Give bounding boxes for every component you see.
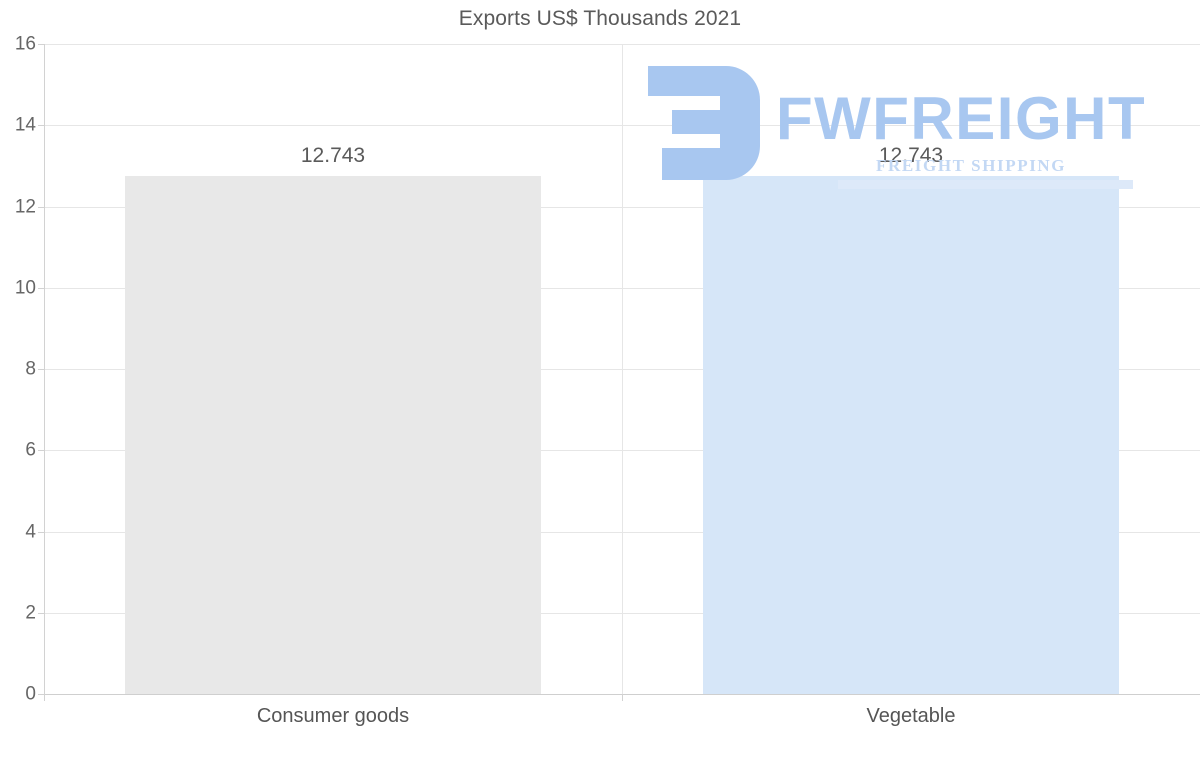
y-axis-tick-mark xyxy=(38,44,44,45)
x-axis-tick-mark xyxy=(622,694,623,701)
y-axis-tick-label: 12 xyxy=(14,196,36,217)
x-axis-tick-mark xyxy=(44,694,45,701)
y-axis-tick-mark xyxy=(38,206,44,208)
x-axis-category-label: Consumer goods xyxy=(256,705,410,727)
y-axis-tick-mark xyxy=(38,694,44,695)
y-axis-tick-mark xyxy=(38,450,44,452)
plot-area xyxy=(44,44,1200,695)
chart-title: Exports US$ Thousands 2021 xyxy=(458,7,742,30)
category-separator-gridline xyxy=(622,44,623,694)
y-axis-tick-label: 2 xyxy=(25,602,36,624)
y-axis-line xyxy=(44,44,45,695)
y-axis-tick-label: 4 xyxy=(25,521,36,542)
y-axis-tick-mark xyxy=(38,287,44,289)
y-axis-tick-mark xyxy=(38,125,44,127)
y-axis-tick-labels: 0 2 4 6 8 10 12 14 16 xyxy=(0,35,36,704)
y-axis-tick-label: 14 xyxy=(14,114,36,136)
y-axis-tick-label: 10 xyxy=(14,277,36,299)
y-axis-tick-label: 6 xyxy=(25,439,36,461)
bar-value-label: 12.743 xyxy=(878,144,944,168)
bar[interactable] xyxy=(125,176,541,694)
y-axis-tick-mark xyxy=(38,369,44,370)
bar[interactable] xyxy=(703,176,1119,694)
y-axis-tick-label: 8 xyxy=(25,358,36,380)
y-axis-tick-label: 16 xyxy=(14,33,36,55)
y-axis-tick-mark xyxy=(38,531,44,533)
x-axis-category-label: Vegetable xyxy=(866,705,956,727)
bar-value-label: 12.743 xyxy=(300,144,366,168)
y-axis-tick-label: 0 xyxy=(25,683,36,705)
y-axis-tick-mark xyxy=(38,612,44,614)
